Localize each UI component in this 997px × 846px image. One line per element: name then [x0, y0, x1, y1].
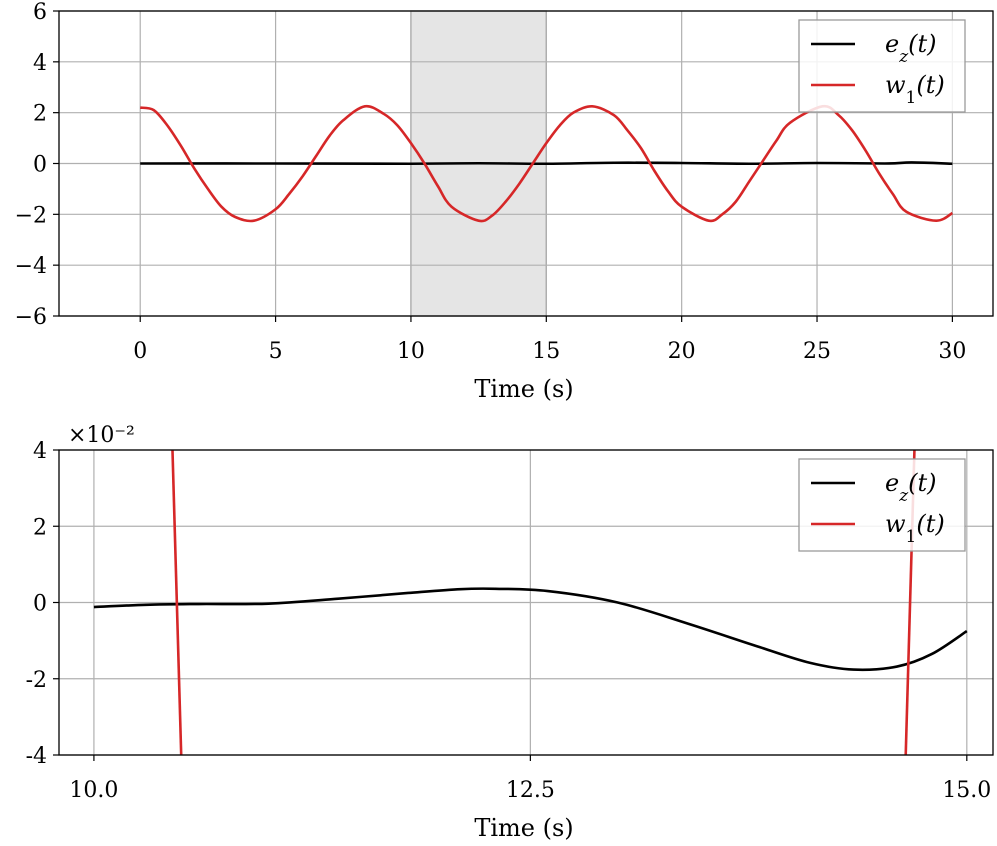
x-axis-label: Time (s) — [474, 814, 573, 842]
y-tick-label: 4 — [33, 51, 47, 76]
y-tick-label: -4 — [26, 744, 47, 769]
x-tick-label: 12.5 — [506, 778, 555, 803]
y-tick-label: −2 — [15, 203, 47, 228]
top-chart-panel: 0 5 10 15 20 25 30 −6 −4 −2 0 2 4 6 Time (s) ez(t) w1(t) — [15, 0, 994, 403]
x-axis-label: Time (s) — [474, 375, 573, 403]
y-tick-label: 4 — [33, 439, 47, 464]
legend-box — [798, 458, 966, 552]
legend-box — [798, 19, 966, 113]
y-tick-label: 2 — [33, 102, 47, 127]
legend-label: w1(t) — [885, 71, 945, 108]
y-tick-label: -2 — [26, 668, 47, 693]
series-line-w-1-t- — [139, 104, 954, 223]
x-tick-label: 25 — [803, 339, 831, 364]
legend-label: w1(t) — [885, 510, 945, 547]
y-tick-label: 6 — [33, 0, 47, 25]
y-tick-label: 0 — [33, 153, 47, 178]
x-tick-label: 5 — [269, 339, 283, 364]
series-line-w-1-t- — [171, 450, 183, 755]
series-group — [139, 104, 954, 223]
x-tick-label: 30 — [938, 339, 966, 364]
x-tick-label: 10.0 — [69, 778, 118, 803]
legend-label: ez(t) — [885, 469, 937, 506]
x-tick-label: 20 — [668, 339, 696, 364]
x-tick-label: 15.0 — [942, 778, 991, 803]
y-tick-label: 2 — [33, 515, 47, 540]
x-tick-label: 15 — [532, 339, 560, 364]
x-tick-label: 0 — [133, 339, 147, 364]
y-tick-label: −6 — [15, 305, 47, 330]
series-line-e-z-t- — [93, 587, 968, 672]
bottom-chart-panel: 10.0 12.5 15.0 -4 -2 0 2 4 Time (s) ×10⁻² ez(t) w1(… — [26, 423, 994, 842]
x-tick-label: 10 — [397, 339, 425, 364]
legend-label: ez(t) — [885, 30, 937, 67]
y-multiplier-label: ×10⁻² — [68, 423, 135, 448]
series-line-e-z-t- — [140, 161, 953, 166]
y-tick-label: −4 — [15, 254, 47, 279]
y-tick-label: 0 — [33, 592, 47, 617]
